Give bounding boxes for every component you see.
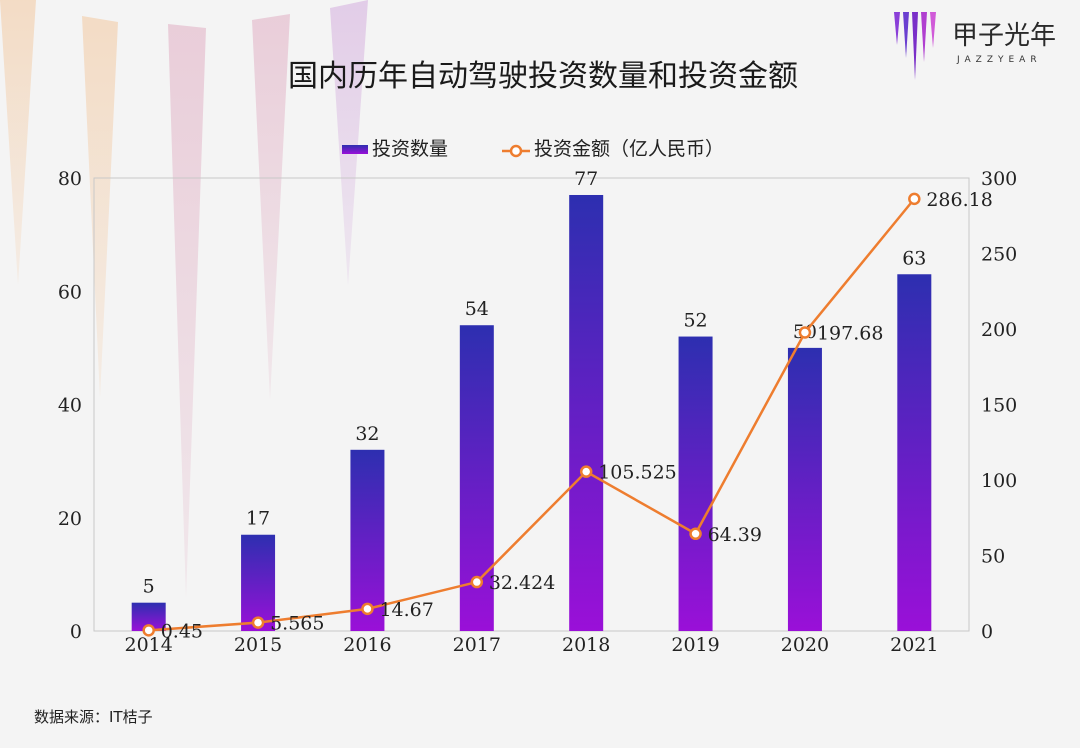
chart-title: 国内历年自动驾驶投资数量和投资金额 (288, 59, 798, 94)
legend: 投资数量 投资金额（亿人民币） (342, 138, 724, 160)
x-tick-label: 2020 (781, 634, 829, 656)
line-value-label: 14.67 (379, 599, 433, 621)
y-right-tick-label: 200 (981, 319, 1017, 341)
y-left-tick-label: 20 (58, 508, 82, 530)
y-left-tick-label: 60 (58, 281, 82, 303)
bar-value-label: 52 (683, 310, 707, 332)
plot-frame (93, 177, 970, 632)
line-value-label: 0.45 (161, 620, 203, 642)
logo: 甲子光年 JAZZYEAR (894, 12, 1056, 80)
bar (787, 347, 822, 631)
x-tick-label: 2019 (671, 634, 719, 656)
legend-line-marker (509, 144, 523, 158)
line-point (579, 465, 593, 478)
y-right-tick-label: 300 (981, 168, 1017, 190)
bar-value-label: 17 (246, 508, 270, 530)
background-decoration (0, 0, 368, 598)
line-point (908, 192, 921, 206)
x-tick-label: 2014 (125, 634, 173, 656)
source-note: 数据来源：IT桔子 (34, 708, 153, 726)
y-right-tick-label: 150 (981, 395, 1017, 417)
x-tick-label: 2016 (343, 634, 391, 656)
line-value-label: 197.68 (817, 323, 883, 345)
line-value-label: 286.18 (926, 189, 992, 211)
bar (897, 274, 932, 631)
logo-en-text: JAZZYEAR (956, 55, 1042, 65)
line-value-label: 64.39 (708, 524, 762, 546)
bar-value-label: 5 (143, 576, 155, 598)
bar (569, 194, 604, 632)
line-point (361, 602, 374, 616)
bar-value-label: 63 (902, 247, 926, 269)
bar (350, 449, 385, 631)
bar-value-label: 54 (465, 298, 489, 320)
legend-bar-swatch (342, 145, 368, 154)
legend-label-line: 投资金额（亿人民币） (534, 138, 724, 160)
y-left-tick-label: 80 (58, 168, 82, 190)
line-value-label: 32.424 (489, 572, 555, 594)
bar (241, 534, 276, 631)
investment-amount-line (148, 198, 916, 632)
y-right-tick-label: 50 (981, 546, 1005, 568)
bar (678, 336, 713, 631)
x-tick-label: 2017 (453, 634, 501, 656)
line-value-label: 105.525 (598, 462, 677, 484)
line-point (689, 527, 702, 541)
plot-area: 0 20 40 60 80 0 50 100 150 200 250 300 2014 2015 2016 2… (58, 168, 1017, 656)
bar-value-label: 32 (355, 423, 379, 445)
x-tick-label: 2015 (234, 634, 282, 656)
y-left-tick-label: 0 (70, 621, 82, 643)
logo-mark-icon (894, 12, 936, 80)
y-right-tick-label: 0 (981, 621, 993, 643)
line-point (142, 624, 155, 637)
bar-value-label: 77 (574, 168, 598, 190)
y-right-tick-label: 100 (981, 470, 1017, 492)
legend-label-bar: 投资数量 (372, 138, 448, 160)
x-tick-label: 2018 (562, 634, 610, 656)
logo-cn-text: 甲子光年 (952, 21, 1056, 51)
y-left-tick-label: 40 (58, 395, 82, 417)
y-right-tick-label: 250 (981, 244, 1017, 266)
line-point (798, 326, 812, 339)
x-tick-label: 2021 (890, 634, 938, 656)
line-point (470, 575, 484, 589)
line-point (251, 616, 265, 629)
line-value-label: 5.565 (270, 613, 324, 635)
